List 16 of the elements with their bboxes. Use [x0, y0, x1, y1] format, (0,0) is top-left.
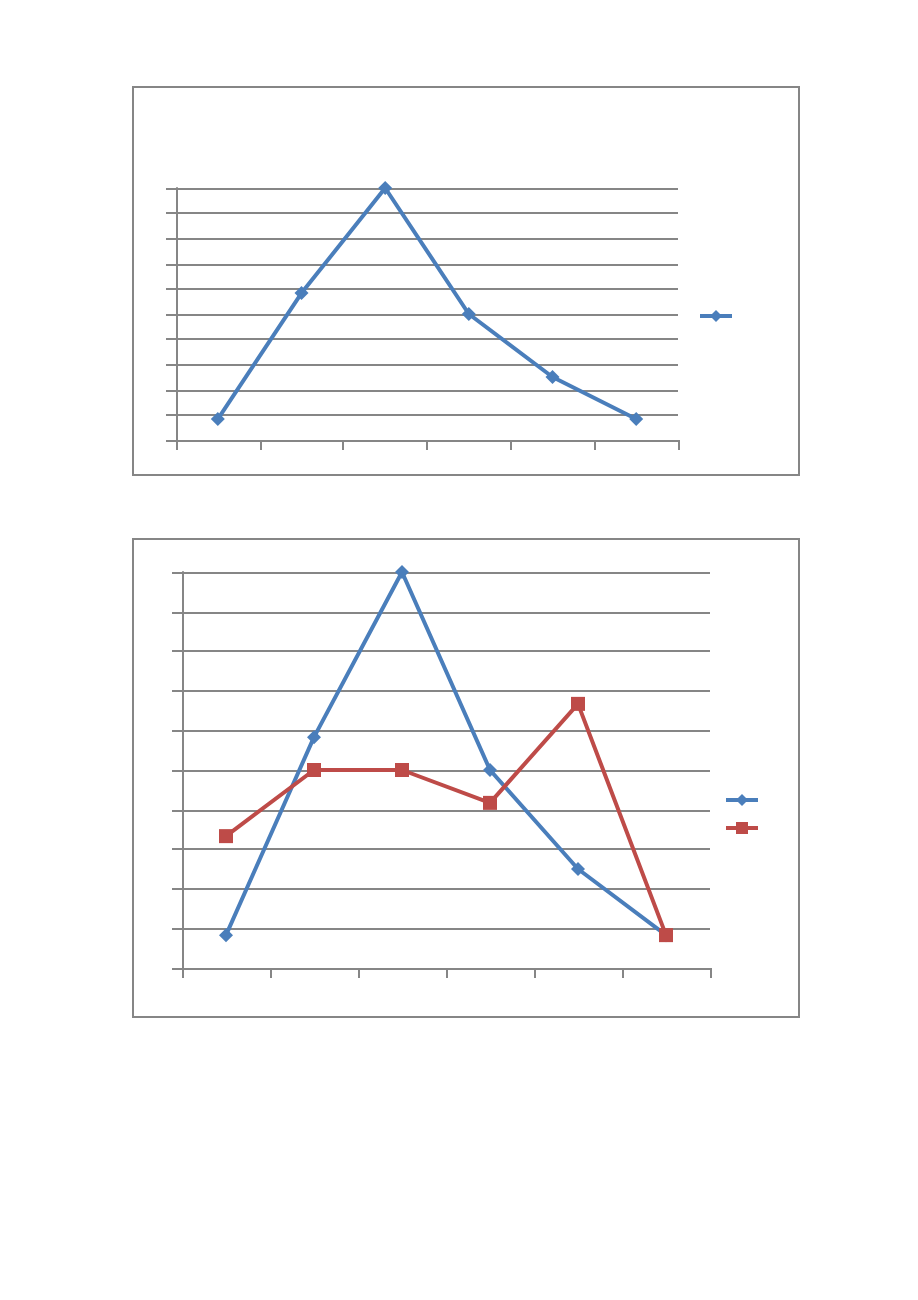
point	[629, 412, 644, 427]
point	[483, 795, 497, 810]
point	[307, 730, 321, 745]
point	[545, 370, 560, 384]
point	[395, 565, 409, 579]
point	[219, 829, 233, 844]
point	[294, 286, 309, 301]
point	[395, 763, 409, 777]
point	[571, 696, 585, 711]
point	[483, 763, 497, 777]
point	[461, 307, 476, 321]
point	[378, 181, 393, 195]
point	[571, 862, 585, 876]
point	[210, 412, 225, 427]
point	[219, 928, 233, 943]
point	[307, 763, 321, 777]
